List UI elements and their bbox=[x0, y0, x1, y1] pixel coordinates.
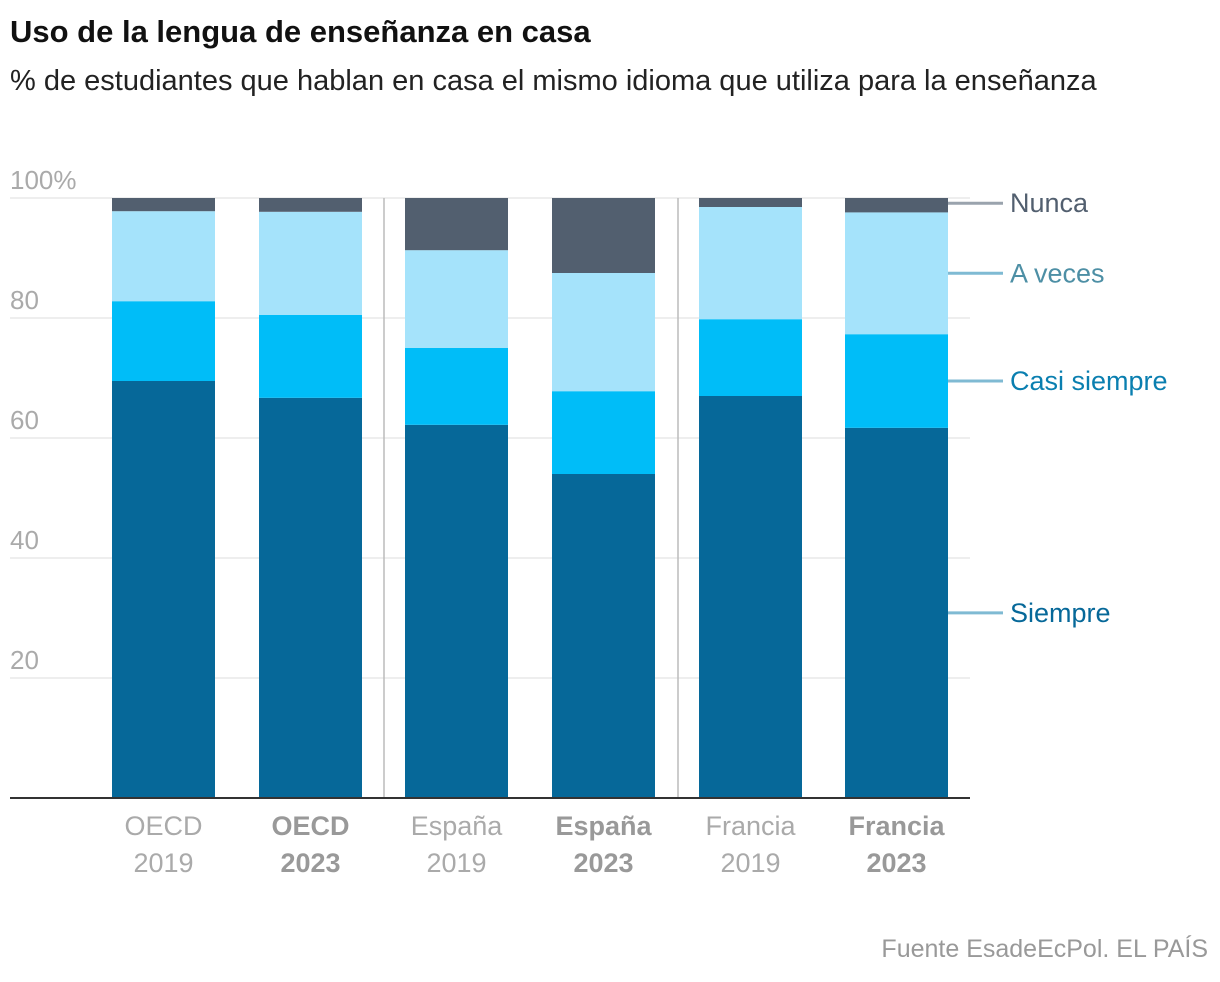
y-tick-label: 80 bbox=[10, 285, 39, 315]
bar-segment-nunca bbox=[699, 198, 802, 207]
bar-segment-a_veces bbox=[259, 211, 362, 315]
source-note: Fuente EsadeEcPol. EL PAÍS bbox=[881, 935, 1208, 963]
bar-segment-siempre bbox=[699, 396, 802, 798]
y-tick-label: 40 bbox=[10, 525, 39, 555]
bar-segment-casi_siempre bbox=[259, 315, 362, 398]
x-category-year: 2023 bbox=[866, 848, 926, 878]
x-category-year: 2023 bbox=[573, 848, 633, 878]
bar-segment-siempre bbox=[259, 397, 362, 798]
x-category-label: OECD bbox=[124, 811, 202, 841]
bar-segment-nunca bbox=[845, 198, 948, 213]
bar-segment-casi_siempre bbox=[405, 348, 508, 425]
legend-label-a_veces: A veces bbox=[1010, 258, 1105, 288]
bar-segment-nunca bbox=[405, 198, 508, 251]
y-tick-label: 60 bbox=[10, 405, 39, 435]
bar-segment-nunca bbox=[112, 198, 215, 212]
x-category-label: España bbox=[411, 811, 504, 841]
legend-label-nunca: Nunca bbox=[1010, 188, 1089, 218]
bar-segment-a_veces bbox=[405, 250, 508, 348]
bar-segment-a_veces bbox=[845, 212, 948, 335]
chart-title: Uso de la lengua de enseñanza en casa bbox=[10, 14, 591, 49]
bar-segment-siempre bbox=[552, 474, 655, 798]
bar-segment-nunca bbox=[552, 198, 655, 273]
bar-segment-siempre bbox=[112, 381, 215, 798]
legend-label-siempre: Siempre bbox=[1010, 598, 1111, 628]
x-category-year: 2023 bbox=[280, 848, 340, 878]
x-category-year: 2019 bbox=[426, 848, 486, 878]
bar-segment-a_veces bbox=[112, 211, 215, 302]
legend-label-casi_siempre: Casi siempre bbox=[1010, 366, 1168, 396]
x-category-label: OECD bbox=[271, 811, 349, 841]
x-category-year: 2019 bbox=[133, 848, 193, 878]
bar-segment-casi_siempre bbox=[552, 391, 655, 474]
bar-segment-nunca bbox=[259, 198, 362, 212]
bar-segment-casi_siempre bbox=[845, 334, 948, 428]
bar-segment-a_veces bbox=[552, 273, 655, 392]
x-category-label: Francia bbox=[848, 811, 945, 841]
bar-segment-siempre bbox=[845, 427, 948, 798]
y-tick-label: 20 bbox=[10, 645, 39, 675]
x-category-year: 2019 bbox=[720, 848, 780, 878]
chart-subtitle: % de estudiantes que hablan en casa el m… bbox=[10, 65, 1097, 97]
x-category-label: España bbox=[555, 811, 652, 841]
bar-segment-siempre bbox=[405, 424, 508, 798]
bar-segment-casi_siempre bbox=[112, 301, 215, 381]
x-category-label: Francia bbox=[705, 811, 796, 841]
y-tick-label: 100% bbox=[10, 165, 77, 195]
bar-segment-a_veces bbox=[699, 207, 802, 320]
bar-segment-casi_siempre bbox=[699, 319, 802, 396]
